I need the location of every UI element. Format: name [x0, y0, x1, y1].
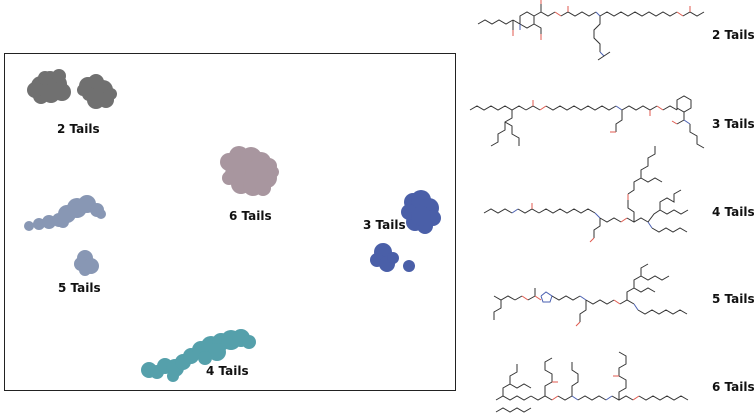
molecule-structure-3-tails — [469, 95, 705, 149]
molecule-structure-5-tails — [493, 263, 688, 327]
cluster-point-tails-4-12 — [208, 343, 226, 361]
cluster-point-tails-4-11 — [242, 335, 256, 349]
molecule-label-6-tails: 6 Tails — [712, 380, 754, 394]
cluster-label-5-tails: 5 Tails — [58, 281, 101, 295]
cluster-point-tails-3-11 — [387, 252, 399, 264]
cluster-point-tails-6-13 — [267, 166, 279, 178]
molecule-label-5-tails: 5 Tails — [712, 292, 754, 306]
cluster-point-tails-5-0 — [24, 221, 34, 231]
cluster-point-tails-4-13 — [198, 351, 212, 365]
molecule-structure-6-tails — [495, 351, 689, 413]
cluster-label-2-tails: 2 Tails — [57, 122, 100, 136]
cluster-point-tails-3-7 — [411, 206, 431, 226]
cluster-point-tails-5-9 — [57, 216, 69, 228]
embedding-plot-canvas: 2 Tails 6 Tails 3 Tails 5 Tails 4 Tails — [24, 69, 441, 382]
cluster-point-tails-5-8 — [96, 209, 106, 219]
molecule-label-3-tails: 3 Tails — [712, 117, 754, 131]
embedding-plot: 2 Tails 6 Tails 3 Tails 5 Tails 4 Tails — [4, 53, 456, 391]
molecule-label-4-tails: 4 Tails — [712, 205, 754, 219]
molecule-structure-4-tails — [483, 146, 689, 243]
cluster-point-tails-2-6 — [53, 83, 71, 101]
cluster-point-tails-6-12 — [222, 171, 236, 185]
cluster-point-tails-6-11 — [255, 180, 271, 196]
cluster-point-tails-2-16 — [77, 84, 89, 96]
molecule-label-2-tails: 2 Tails — [712, 28, 754, 42]
cluster-point-tails-4-14 — [167, 370, 179, 382]
cluster-point-tails-2-15 — [105, 88, 117, 100]
cluster-point-tails-5-1 — [33, 218, 45, 230]
cluster-label-4-tails: 4 Tails — [206, 364, 249, 378]
cluster-point-tails-2-7 — [52, 69, 66, 83]
cluster-point-tails-2-5 — [27, 82, 43, 98]
cluster-points — [24, 69, 441, 382]
cluster-point-tails-3-12 — [403, 260, 415, 272]
cluster-label-3-tails: 3 Tails — [363, 218, 406, 232]
molecule-structure-2-tails — [477, 0, 705, 61]
cluster-label-6-tails: 6 Tails — [229, 209, 272, 223]
cluster-point-tails-5-13 — [79, 264, 91, 276]
cluster-point-tails-2-8 — [38, 71, 52, 85]
